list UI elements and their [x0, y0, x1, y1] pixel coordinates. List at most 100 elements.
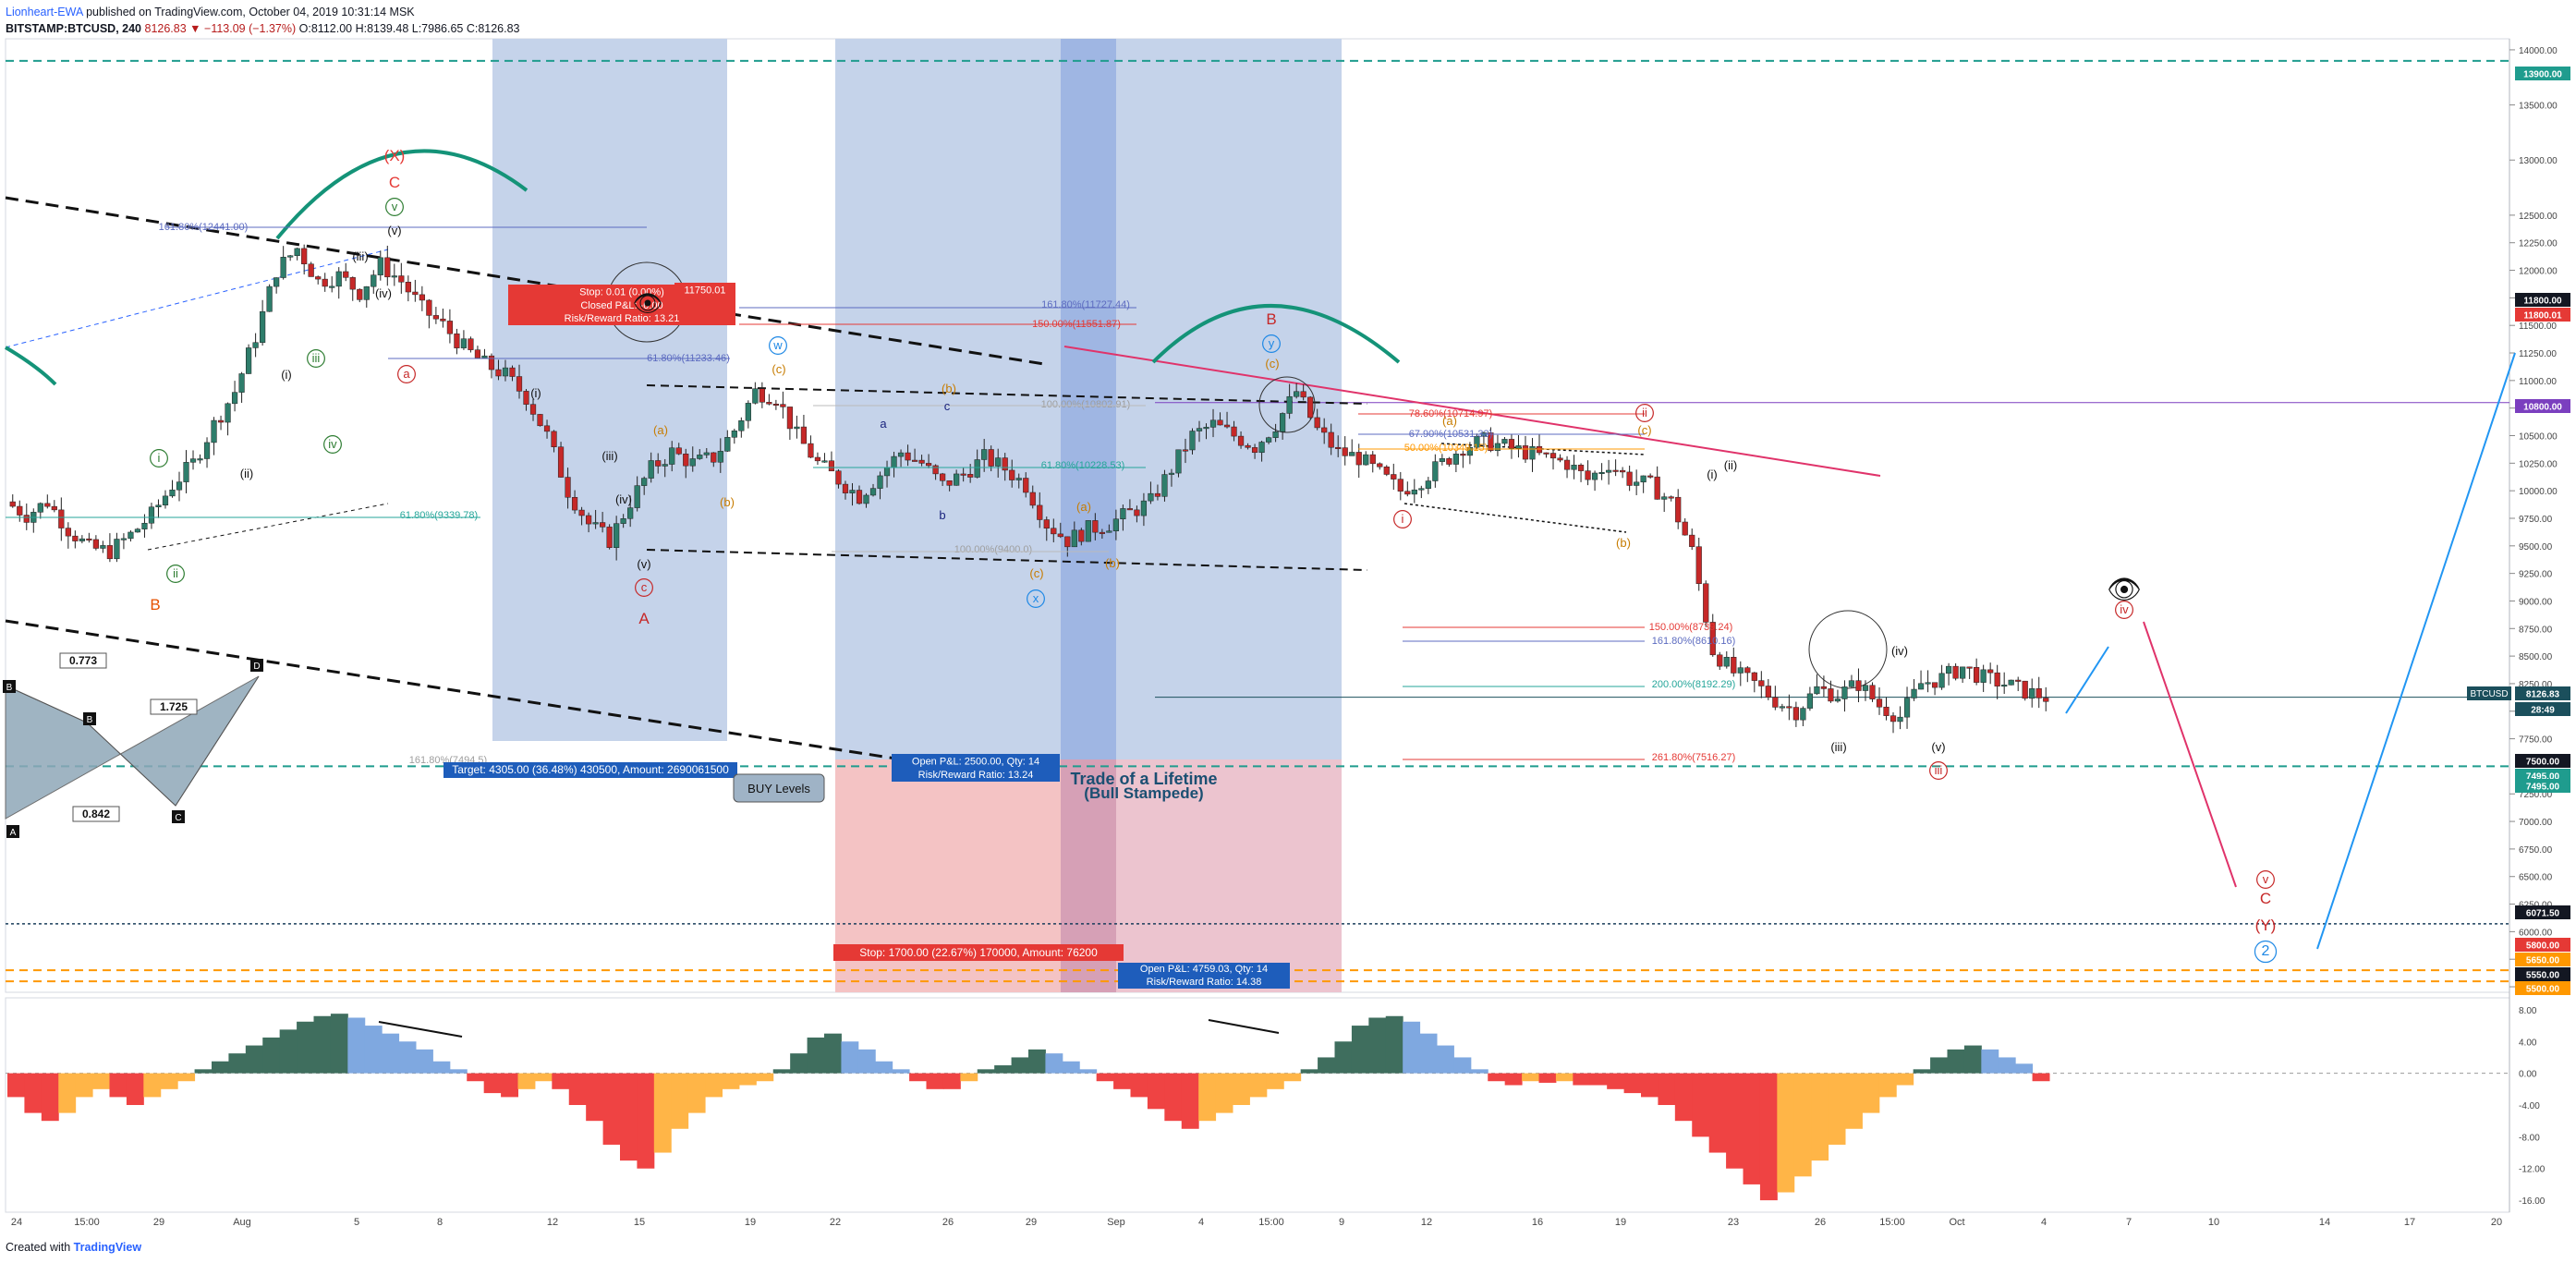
stop-rr-top: Risk/Reward Ratio: 13.21 [565, 313, 680, 324]
time-tick-label: 5 [354, 1217, 359, 1228]
candle-body [1598, 472, 1605, 475]
wave-label: iv [2120, 602, 2129, 616]
candle-body [183, 462, 189, 482]
price-tick-label: 9250.00 [2519, 570, 2553, 580]
candle-body [703, 452, 710, 455]
osc-bar [1233, 1073, 1250, 1105]
candle-body [1466, 446, 1474, 456]
wave-label: (c) [1029, 566, 1043, 580]
osc-tick-label: -8.00 [2519, 1133, 2540, 1143]
time-tick-label: 29 [153, 1217, 164, 1228]
candle-body [800, 426, 808, 444]
osc-bar [58, 1073, 77, 1113]
time-tick-label: 16 [1532, 1217, 1543, 1228]
price-tick-label: 13000.00 [2519, 156, 2558, 166]
candle-body [148, 506, 155, 524]
osc-bar [1504, 1073, 1523, 1086]
osc-bar [1641, 1073, 1659, 1098]
price-badge [2515, 981, 2570, 995]
osc-bar [1164, 1073, 1183, 1122]
candle-body [231, 392, 238, 405]
osc-bar [1249, 1073, 1268, 1098]
candle-body [1203, 427, 1209, 430]
osc-bar [671, 1073, 689, 1129]
wave-label-circle [1393, 510, 1412, 528]
candle-body [287, 255, 294, 258]
candle-body [614, 523, 620, 548]
candle-body [9, 501, 16, 507]
time-tick-label: 14 [2319, 1217, 2330, 1228]
osc-bar [7, 1073, 25, 1098]
osc-bar [602, 1073, 621, 1145]
candle-body [1057, 533, 1063, 538]
candle-body [1758, 680, 1765, 686]
osc-bar [1334, 1041, 1353, 1074]
osc-bar [2032, 1073, 2050, 1082]
time-tick-label: 7 [2126, 1217, 2132, 1228]
wave-label: b [939, 508, 945, 522]
time-axis[interactable]: 24 15:00 29 Aug 5 8 12 15 19 22 26 29 Sep 4 15:00 9 12 16… [11, 1217, 2502, 1228]
osc-bar [1470, 1069, 1488, 1074]
arc-left [4, 346, 57, 386]
footer: Created with TradingView [6, 1241, 141, 1254]
candle-body [1800, 708, 1806, 721]
candle-body [1960, 666, 1966, 679]
fib-label: 161.80%(8610.16) [1652, 636, 1736, 647]
candle-body [1349, 452, 1355, 456]
author-link[interactable]: Lionheart-EWA [6, 6, 83, 18]
tradingview-logo[interactable]: TradingView [73, 1241, 142, 1254]
wave-label: C [2260, 890, 2271, 907]
candle-body [211, 419, 217, 443]
wave-label: i [1402, 512, 1404, 526]
candle-body [780, 404, 786, 407]
candle-body [1286, 395, 1293, 414]
candle-body [141, 522, 148, 529]
candle-body [1265, 437, 1272, 443]
time-tick-label: 24 [11, 1217, 22, 1228]
wave-label: (ii) [240, 467, 253, 480]
target-top-label-box [674, 283, 735, 298]
candle-body [752, 388, 759, 404]
risk-zone-right [1116, 759, 1342, 992]
candle-body [329, 285, 335, 288]
candle-body [1446, 458, 1452, 465]
open-pnl-small-box [892, 754, 1060, 769]
candle-body [814, 456, 821, 462]
osc-bar [41, 1073, 59, 1122]
wave-label: x [1033, 591, 1039, 605]
wave-label: (iii) [1830, 740, 1846, 754]
candle-body [794, 426, 800, 430]
osc-bar [1913, 1069, 1931, 1074]
price-tick-label: 10500.00 [2519, 432, 2558, 443]
channel-black-3 [646, 549, 1368, 571]
candle-body [225, 403, 231, 423]
candle-body [543, 425, 551, 432]
candle-body [474, 349, 481, 358]
candle-body [1966, 666, 1973, 669]
candle-body [946, 480, 953, 486]
candle-body [1529, 445, 1536, 460]
time-tick-label: 15:00 [74, 1217, 100, 1228]
osc-bar [432, 1061, 451, 1074]
wave-label: (b) [720, 495, 735, 509]
candle-body [1689, 534, 1695, 547]
wave-label: (a) [1442, 414, 1457, 428]
eye-icon: 👁 [632, 289, 662, 317]
osc-bar [1878, 1073, 1897, 1098]
price-tick-label: 11250.00 [2519, 349, 2557, 359]
candle-body [1903, 698, 1911, 718]
osc-tick-label: -16.00 [2519, 1196, 2546, 1207]
price-tick-label: 11500.00 [2519, 322, 2557, 332]
osc-bar [1896, 1073, 1914, 1086]
candle-body [509, 367, 516, 377]
wave-label: C [389, 174, 400, 191]
candle-body [1841, 686, 1848, 699]
wave-label: (b) [1616, 536, 1631, 550]
candle-body [738, 420, 745, 431]
osc-bar [109, 1073, 128, 1098]
wave-label: (iii) [352, 249, 368, 263]
candle-body [1980, 669, 1987, 683]
price-axis[interactable]: 14000.00 13500.00 13000.00 12500.00 12250.00… [2509, 46, 2558, 993]
candles [9, 244, 2049, 734]
